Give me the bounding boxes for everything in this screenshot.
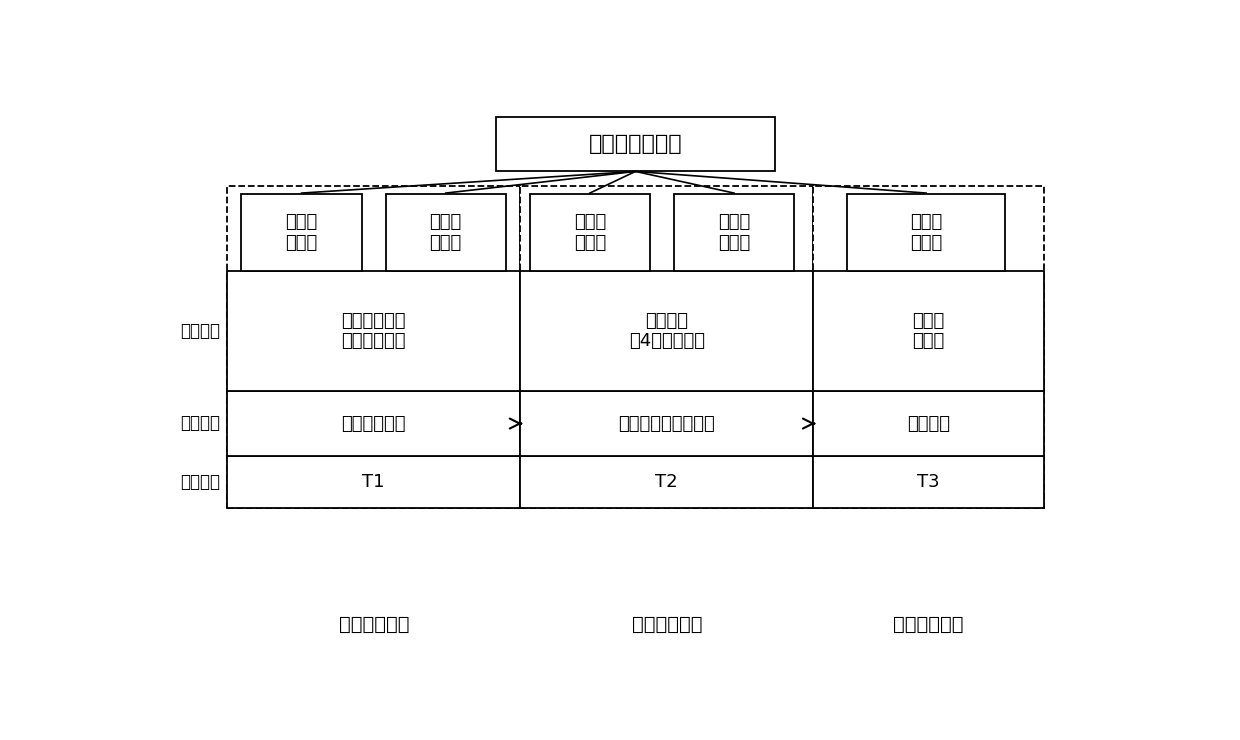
Text: T3: T3 [918,473,940,491]
Text: 缓存数据: 缓存数据 [180,322,221,340]
Text: 发出采样脉冲: 发出采样脉冲 [341,414,405,433]
Text: 系统统一时间
脉冲发出时刻: 系统统一时间 脉冲发出时刻 [341,312,405,350]
Bar [386,194,506,271]
Text: 占用时间: 占用时间 [180,473,221,491]
Bar [521,391,813,457]
Bar [521,271,813,391]
Text: 采样脉
冲输出: 采样脉 冲输出 [429,213,461,252]
Bar [227,186,521,508]
Bar [813,271,1044,391]
Bar [227,457,521,508]
Bar [847,194,1006,271]
Text: 插值数
据处理: 插值数 据处理 [910,213,942,252]
Bar [227,271,521,391]
Text: T1: T1 [362,473,384,491]
Text: 数据接
收解码: 数据接 收解码 [574,213,606,252]
Bar [813,391,1044,457]
Bar [521,186,813,508]
Text: 流水线控制模块: 流水线控制模块 [589,135,682,155]
Text: 第二级流水线: 第二级流水线 [632,615,703,634]
Text: 计算完成: 计算完成 [908,414,950,433]
Text: 第一级流水线: 第一级流水线 [339,615,409,634]
Bar [675,194,794,271]
Text: 第三级流水线: 第三级流水线 [893,615,963,634]
Text: 插值计
算结果: 插值计 算结果 [913,312,945,350]
Text: 插值时刻
近4次采样数据: 插值时刻 近4次采样数据 [629,312,704,350]
Bar [227,391,521,457]
Text: 插值时
刻计算: 插值时 刻计算 [718,213,750,252]
Bar [242,194,362,271]
Text: 解析完有效采样数据: 解析完有效采样数据 [619,414,715,433]
Text: 启动条件: 启动条件 [180,414,221,432]
Text: 时钟脉
冲同步: 时钟脉 冲同步 [285,213,317,252]
Bar [813,457,1044,508]
Bar [496,117,775,172]
Bar [521,457,813,508]
Bar [529,194,650,271]
Bar [813,186,1044,508]
Text: T2: T2 [656,473,678,491]
